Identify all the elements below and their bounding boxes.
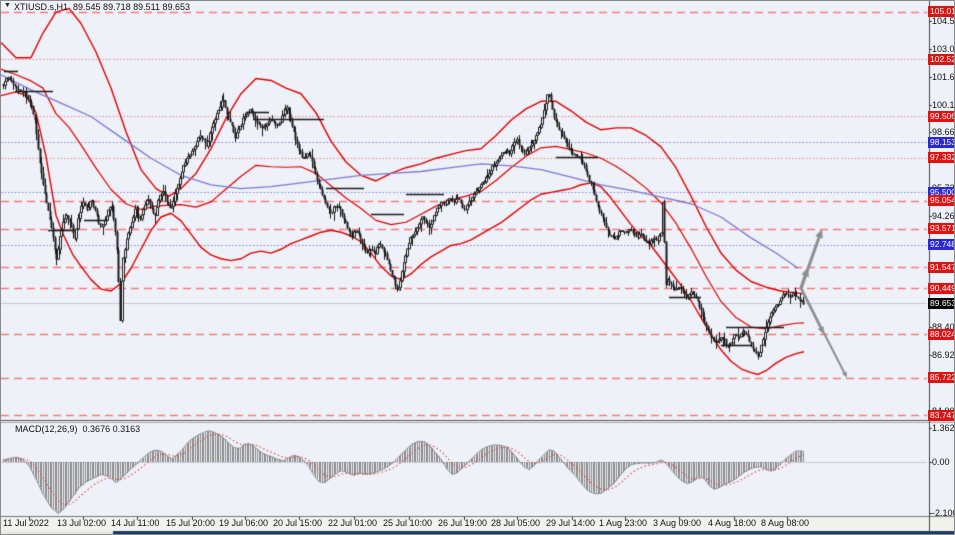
price-tick-label: 98.660: [932, 127, 955, 138]
symbol-label: XTIUSD.s,H1: [14, 2, 69, 12]
time-tick-label: 25 Jul 10:00: [383, 518, 433, 528]
time-tick-label: 15 Jul 20:00: [166, 518, 216, 528]
price-tick-label: 103.060: [932, 43, 955, 54]
symbol-dropdown-icon[interactable]: ▼: [4, 2, 11, 9]
level-price-label: 88.024: [928, 328, 955, 340]
level-price-label: 97.332: [928, 152, 955, 164]
level-price-label: 91.547: [928, 261, 955, 273]
level-price-label: 90.449: [928, 282, 955, 294]
time-tick-label: 20 Jul 15:00: [273, 518, 323, 528]
time-tick-label: 29 Jul 14:00: [546, 518, 596, 528]
ohlc-values: 89.545 89.718 89.511 89.653: [73, 2, 190, 12]
macd-tick-label: 0.00: [932, 457, 950, 467]
symbol-ohlc-line: XTIUSD.s,H1 89.545 89.718 89.511 89.653: [14, 2, 190, 12]
time-tick-label: 14 Jul 11:00: [111, 518, 160, 528]
macd-indicator-label: MACD(12,26,9) 0.3676 0.3163: [15, 424, 140, 434]
level-price-label: 105.019: [928, 6, 954, 18]
macd-tick-label: -2.1007: [932, 508, 954, 518]
time-tick-label: 13 Jul 02:00: [57, 518, 107, 528]
time-tick-label: 8 Aug 08:00: [761, 518, 810, 528]
macd-values: 0.3676 0.3163: [82, 424, 141, 434]
time-tick-label: 28 Jul 05:00: [491, 518, 541, 528]
time-tick-label: 4 Aug 18:00: [708, 518, 757, 528]
level-price-label: 85.722: [928, 372, 955, 384]
level-price-label: 102.521: [928, 53, 954, 65]
price-tick-label: 104.520: [932, 16, 955, 27]
time-tick-label: 26 Jul 19:00: [438, 518, 488, 528]
price-tick-label: 100.120: [932, 99, 955, 110]
time-tick-label: 11 Jul 2022: [3, 518, 49, 528]
price-tick-label: 88.400: [932, 322, 955, 333]
level-price-label: 99.506: [928, 110, 955, 122]
level-price-label: 83.747: [928, 409, 955, 421]
price-tick-label: 86.920: [932, 350, 955, 361]
current-price-label: 89.653: [928, 297, 955, 309]
macd-name: MACD(12,26,9): [15, 424, 78, 434]
level-price-label: 95.500: [928, 186, 955, 198]
price-tick-label: 101.600: [932, 71, 955, 82]
time-tick-label: 22 Jul 01:00: [328, 518, 378, 528]
level-price-label: 93.571: [928, 223, 955, 235]
time-tick-label: 1 Aug 23:00: [599, 518, 648, 528]
macd-tick-label: 1.3627: [932, 423, 955, 433]
level-price-label: 98.153: [928, 136, 955, 148]
time-tick-label: 19 Jul 06:00: [219, 518, 269, 528]
level-price-label: 95.054: [928, 195, 955, 207]
time-tick-label: 3 Aug 09:00: [653, 518, 702, 528]
price-tick-label: 94.260: [932, 210, 955, 221]
level-price-label: 92.748: [928, 239, 955, 251]
